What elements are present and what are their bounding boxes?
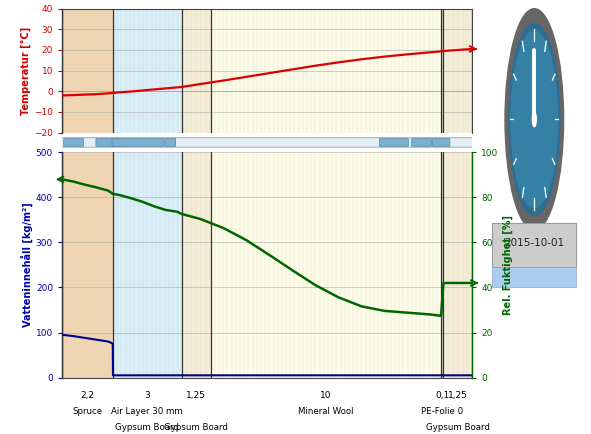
FancyBboxPatch shape <box>411 138 431 146</box>
Y-axis label: Rel. Fuktighet [%]: Rel. Fuktighet [%] <box>503 215 513 315</box>
Circle shape <box>511 31 558 207</box>
FancyBboxPatch shape <box>379 138 408 146</box>
Text: 2015-10-01: 2015-10-01 <box>504 237 564 247</box>
Bar <box>62 9 113 132</box>
Text: 1,25: 1,25 <box>448 391 467 400</box>
FancyBboxPatch shape <box>492 223 576 267</box>
Text: 1,25: 1,25 <box>186 391 206 400</box>
FancyBboxPatch shape <box>61 138 473 147</box>
Bar <box>62 152 113 378</box>
Text: Spruce: Spruce <box>72 407 102 416</box>
Text: Gypsum Board: Gypsum Board <box>115 423 179 432</box>
Bar <box>443 152 472 378</box>
FancyBboxPatch shape <box>433 138 450 146</box>
Text: 3: 3 <box>144 391 150 400</box>
Bar <box>113 9 182 132</box>
FancyBboxPatch shape <box>165 138 176 146</box>
FancyBboxPatch shape <box>96 138 121 146</box>
Text: 0,1: 0,1 <box>435 391 449 400</box>
Bar <box>182 152 210 378</box>
Bar <box>113 152 182 378</box>
Bar <box>210 152 441 378</box>
FancyBboxPatch shape <box>112 138 164 146</box>
Text: Gypsum Board: Gypsum Board <box>426 423 490 432</box>
FancyBboxPatch shape <box>64 138 83 146</box>
Text: Air Layer 30 mm: Air Layer 30 mm <box>112 407 183 416</box>
Circle shape <box>505 9 564 230</box>
Circle shape <box>509 23 560 215</box>
Text: 2,2: 2,2 <box>80 391 95 400</box>
Bar <box>443 9 472 132</box>
Text: Gypsum Board: Gypsum Board <box>164 423 228 432</box>
Y-axis label: Temperatur [°C]: Temperatur [°C] <box>21 26 31 115</box>
Bar <box>441 9 443 132</box>
Bar <box>210 9 441 132</box>
Text: Mineral Wool: Mineral Wool <box>298 407 353 416</box>
Circle shape <box>532 112 536 127</box>
Bar <box>441 152 443 378</box>
FancyBboxPatch shape <box>492 267 576 287</box>
Y-axis label: Vatteninnehåll [kg/m²]: Vatteninnehåll [kg/m²] <box>21 203 33 327</box>
Text: 10: 10 <box>320 391 332 400</box>
Bar <box>182 9 210 132</box>
Text: PE-Folie 0: PE-Folie 0 <box>421 407 463 416</box>
